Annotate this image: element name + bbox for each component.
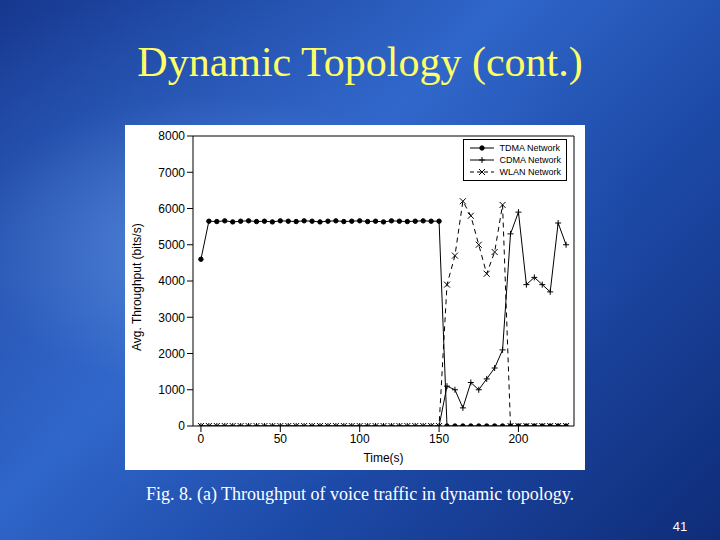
svg-text:200: 200 bbox=[508, 432, 528, 446]
svg-text:Time(s): Time(s) bbox=[363, 451, 403, 465]
svg-text:3000: 3000 bbox=[158, 311, 185, 325]
svg-text:50: 50 bbox=[274, 432, 288, 446]
html-text:WLAN Network: WLAN Network bbox=[499, 167, 561, 177]
svg-text:6000: 6000 bbox=[158, 202, 185, 216]
html-text:CDMA Network: CDMA Network bbox=[499, 155, 561, 165]
html-text:TDMA Network: TDMA Network bbox=[499, 143, 560, 153]
svg-text:Avg. Throughput (bits/s): Avg. Throughput (bits/s) bbox=[130, 223, 144, 351]
html-text:Dynamic Topology (cont.): Dynamic Topology (cont.) bbox=[137, 39, 583, 85]
svg-text:4000: 4000 bbox=[158, 274, 185, 288]
html-text:Fig. 8. (a) Throughput of voic: Fig. 8. (a) Throughput of voice traffic … bbox=[146, 484, 574, 504]
html-text:41: 41 bbox=[672, 519, 688, 534]
svg-text:8000: 8000 bbox=[158, 129, 185, 143]
svg-text:7000: 7000 bbox=[158, 166, 185, 180]
svg-text:100: 100 bbox=[350, 432, 370, 446]
svg-text:0: 0 bbox=[198, 432, 205, 446]
svg-text:1000: 1000 bbox=[158, 383, 185, 397]
svg-text:5000: 5000 bbox=[158, 238, 185, 252]
svg-text:2000: 2000 bbox=[158, 347, 185, 361]
svg-text:150: 150 bbox=[429, 432, 449, 446]
svg-text:0: 0 bbox=[178, 419, 185, 433]
